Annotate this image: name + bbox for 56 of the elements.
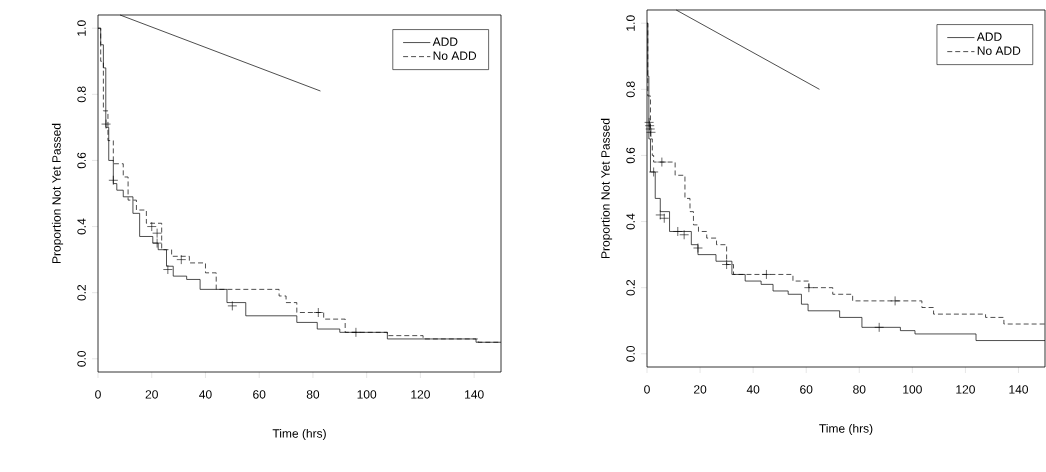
point	[693, 243, 703, 253]
point	[659, 213, 670, 224]
y-tick-label: 0.8	[77, 86, 86, 103]
point	[655, 210, 666, 220]
point	[227, 301, 238, 311]
point	[163, 264, 173, 275]
point	[721, 259, 732, 270]
y-tick-label: 0.8	[626, 81, 635, 98]
y-tick-label: 0.2	[77, 284, 86, 301]
x-tick-label: 100	[903, 385, 922, 394]
point	[761, 269, 772, 280]
point	[351, 327, 361, 338]
x-tick-label: 80	[853, 385, 866, 394]
point	[646, 127, 656, 138]
x-tick-label: 120	[411, 390, 430, 399]
x-tick-label: 0	[95, 390, 101, 399]
y-tick-label: 0.4	[626, 213, 635, 230]
x-tick-label: 120	[956, 385, 975, 394]
point	[313, 307, 324, 318]
x-tick-label: 80	[306, 390, 320, 399]
point	[645, 124, 655, 134]
x-tick-label: 140	[1009, 385, 1029, 394]
y-tick-label: 1.0	[77, 20, 86, 36]
x-tick-label: 40	[746, 385, 760, 394]
x-tick-label: 0	[644, 385, 650, 394]
point	[108, 175, 119, 186]
y-tick-label: 1.0	[626, 15, 635, 31]
point	[648, 167, 659, 177]
x-axis-title: Time (hrs)	[272, 428, 326, 441]
legend-label: ADD	[976, 32, 1002, 41]
x-axis-title: Time (hrs)	[819, 423, 873, 436]
point	[890, 296, 900, 306]
x-tick-label: 40	[199, 390, 212, 399]
x-tick-label: 20	[694, 385, 707, 394]
x-tick-label: 100	[357, 390, 377, 399]
y-tick-label: 0.2	[626, 279, 635, 296]
y-tick-label: 0.6	[77, 152, 86, 169]
y-tick-label: 0.6	[626, 147, 635, 164]
point	[804, 282, 814, 293]
x-tick-label: 60	[253, 390, 266, 399]
legend-label: ADD	[432, 37, 458, 46]
point	[657, 157, 667, 167]
legend-label: No ADD	[433, 51, 477, 60]
point	[152, 238, 162, 248]
x-tick-label: 140	[465, 390, 484, 399]
y-tick-label: 0.0	[626, 345, 635, 362]
y-axis-title: Proportion Not Yet Passed	[51, 123, 64, 263]
point	[176, 254, 187, 265]
y-tick-label: 0.0	[77, 350, 86, 367]
x-tick-label: 60	[800, 385, 813, 394]
x-tick-label: 20	[145, 390, 158, 399]
y-axis-title: Proportion Not Yet Passed	[600, 118, 613, 258]
point	[874, 322, 884, 333]
point	[101, 119, 111, 129]
y-tick-label: 0.4	[77, 218, 86, 235]
legend-label: No ADD	[977, 46, 1021, 55]
